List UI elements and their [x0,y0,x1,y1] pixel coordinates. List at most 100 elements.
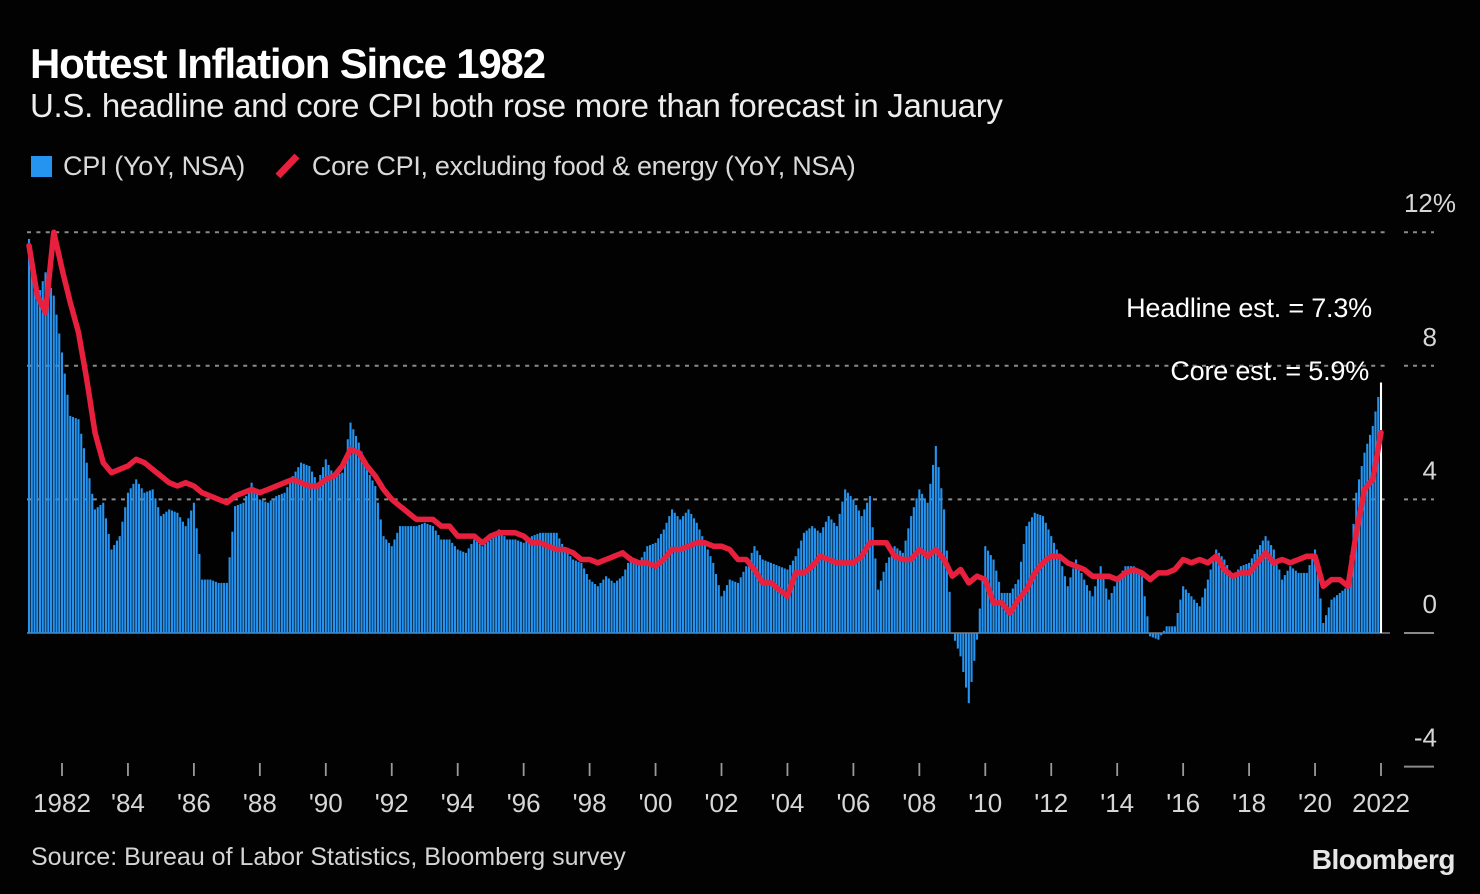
bar [1281,579,1284,633]
bar [456,549,459,633]
bar [69,415,72,633]
bar [401,526,404,633]
bar [616,580,619,633]
bar [286,487,289,633]
core-estimate-annotation: Core est. = 5.9% [1170,356,1369,386]
bar [767,561,770,633]
bar [813,528,816,633]
bar [173,511,176,633]
bar [415,526,418,633]
bar [833,522,836,633]
bar [176,512,179,633]
bar [687,509,690,633]
bar [731,580,734,633]
bar [525,540,528,633]
bar [280,493,283,633]
bar [695,522,698,633]
bar [866,502,869,633]
bar [253,488,256,633]
bar [1017,579,1020,633]
bar [1022,543,1025,633]
bar [1110,592,1113,633]
bar [374,486,377,633]
bar [739,577,742,633]
y-tick-label: 0 [1423,589,1437,619]
bar [201,579,204,633]
bar [195,528,198,633]
bar [734,581,737,633]
bar [893,546,896,633]
bar [819,532,822,633]
bar [124,507,127,633]
bar [684,512,687,633]
bar [27,238,31,633]
bar [423,522,426,633]
bar [1083,579,1086,633]
headline-estimate-annotation: Headline est. = 7.3% [1126,293,1372,323]
bar [1333,597,1336,633]
bar [635,560,638,633]
bar [1193,599,1196,633]
bar [1239,566,1242,633]
bar [1319,598,1322,633]
bar [1025,526,1028,633]
bar [1171,626,1174,633]
bar [1000,592,1003,633]
bar [503,536,506,633]
bar [824,521,827,633]
bar [794,556,797,633]
bar [38,290,42,633]
bar [1143,596,1146,633]
bar [1058,556,1061,633]
bar [1195,602,1198,633]
bar [267,502,270,633]
bar [1352,523,1355,633]
bar [701,536,704,633]
bar [437,535,440,633]
bar [747,559,751,633]
bar [802,532,805,633]
bar [1283,575,1286,633]
bar [1335,595,1339,633]
bar [1041,516,1045,633]
bar [789,565,792,633]
bar [621,576,624,633]
x-tick-label: '12 [1034,788,1068,818]
bar [1357,479,1361,633]
bar [511,539,514,633]
bar [1127,566,1130,633]
bar [137,483,140,633]
bar [1124,566,1127,633]
bar [1308,565,1311,633]
bar [212,580,215,633]
bar [184,526,187,633]
bar [190,510,193,633]
bar [1094,586,1097,633]
bar [1077,566,1080,633]
bar [761,559,764,633]
bar [662,529,665,633]
bar [514,539,517,633]
bar [945,550,948,633]
bar [261,500,264,633]
bar [239,503,242,633]
x-tick-label: '14 [1100,788,1134,818]
y-tick-label: 4 [1423,455,1437,485]
bar [1261,540,1264,633]
bar [327,464,330,633]
bar [1151,633,1154,638]
bar [1297,572,1300,633]
bar [495,532,498,633]
bar [1061,566,1064,633]
bar [1234,572,1237,633]
bar [360,451,363,633]
bar [1294,570,1297,633]
bar [412,526,415,633]
bar [404,526,407,633]
x-tick-label: '02 [705,788,739,818]
bar [55,314,58,633]
bar [203,579,206,633]
bar [572,559,575,633]
bar [85,462,88,633]
bar [1338,592,1341,633]
